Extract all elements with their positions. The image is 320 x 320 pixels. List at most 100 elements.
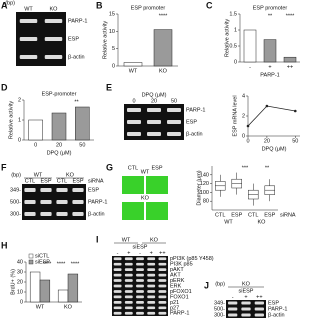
band — [124, 301, 133, 304]
x-axis-label: DPQ (μM) — [47, 150, 72, 156]
bar — [123, 62, 143, 67]
x-tick-label: 20 — [56, 142, 62, 148]
y-tick-label: 10 — [17, 289, 23, 295]
significance: **** — [159, 13, 168, 19]
panel-label: E — [106, 82, 112, 92]
x-axis-label: DPQ (μM) — [262, 146, 287, 152]
group-label: KO — [242, 281, 251, 287]
significance: ** — [265, 165, 270, 171]
micrograph — [146, 202, 168, 220]
group-label: WT — [122, 237, 131, 243]
band — [113, 311, 122, 315]
band — [24, 188, 36, 192]
band — [167, 132, 181, 136]
micrograph — [122, 202, 144, 220]
band — [113, 290, 122, 293]
significance: **** — [43, 261, 52, 267]
y-tick-label: 140 — [200, 172, 209, 178]
band — [56, 188, 68, 192]
y-tick-label: 120 — [200, 181, 209, 187]
band — [124, 279, 133, 282]
band — [44, 37, 63, 41]
lane-label: - — [139, 250, 141, 256]
lane-label: + — [127, 250, 130, 256]
chart-title: ESP-promoter — [42, 91, 77, 97]
bar — [51, 112, 67, 141]
band — [136, 290, 144, 293]
lane-label: CTL — [57, 178, 67, 184]
significance: *** — [242, 165, 249, 171]
band-label: β-actin — [88, 211, 105, 217]
band-label: PARP-1 — [68, 18, 87, 24]
band — [147, 262, 156, 266]
band — [136, 306, 144, 310]
band-label: AKT — [170, 273, 181, 279]
band-label: PI3K p85 — [170, 262, 193, 268]
band — [124, 290, 133, 293]
x-tick-label: - — [249, 64, 251, 70]
size-marker: 300- — [214, 312, 225, 318]
band — [136, 311, 144, 315]
x-suffix: siRNA — [280, 212, 296, 218]
group-label: KO — [258, 219, 267, 225]
y-tick-label: 15 — [109, 11, 115, 17]
band-label: p27 — [170, 305, 179, 311]
y-axis-label: Relative activity — [102, 21, 108, 59]
band-label: pFOXO1 — [170, 289, 192, 295]
point — [246, 124, 250, 128]
band-label: ESP — [68, 36, 79, 42]
legend-swatch — [28, 259, 34, 265]
band — [167, 120, 181, 124]
size-marker: 349- — [10, 187, 21, 193]
image-lane-label: ESP — [151, 165, 162, 171]
panel-label: G — [106, 162, 113, 172]
band-label: β-actin — [186, 131, 203, 137]
band-label: pERK — [170, 278, 185, 284]
band — [56, 200, 68, 204]
band-label: ESP — [88, 187, 99, 193]
bar — [29, 271, 41, 303]
band-label: PARP-1 — [268, 306, 287, 312]
band-label: β-actin — [268, 312, 285, 318]
band — [147, 284, 156, 288]
band — [158, 295, 167, 299]
band — [158, 306, 167, 310]
lane-header: DPQ (μM) — [142, 92, 167, 98]
lane-label: 50 — [171, 98, 177, 104]
band — [136, 262, 144, 266]
y-tick-label: 2 — [18, 97, 21, 103]
band — [72, 212, 84, 216]
band — [147, 120, 161, 124]
group-label: WT — [224, 219, 233, 225]
band — [127, 132, 141, 136]
band — [136, 279, 144, 282]
bp-label: (bp) — [5, 0, 15, 6]
bar — [57, 289, 69, 303]
lane-label: ESP — [72, 178, 83, 184]
band — [124, 311, 133, 315]
y-tick-label: 4 — [242, 93, 245, 99]
band — [147, 295, 156, 299]
band — [56, 212, 68, 216]
band — [228, 313, 238, 317]
y-axis-label: ESP mRNA level — [232, 95, 238, 136]
lane-label: + — [150, 250, 153, 256]
y-tick-label: 2 — [242, 113, 245, 119]
x-tick-label: 0 — [34, 142, 37, 148]
band — [113, 284, 122, 288]
band — [19, 55, 38, 59]
image-lane-label: CTL — [128, 165, 138, 171]
band — [147, 257, 156, 261]
band — [254, 313, 264, 317]
band — [147, 301, 156, 304]
band — [113, 306, 122, 310]
lane-label: 0 — [132, 98, 135, 104]
band — [72, 200, 84, 204]
band — [136, 295, 144, 299]
x-tick-label: 20 — [264, 138, 270, 144]
band — [113, 262, 122, 266]
x-tick-label: ESP — [231, 212, 242, 218]
band — [228, 307, 238, 311]
legend-swatch — [28, 253, 34, 259]
